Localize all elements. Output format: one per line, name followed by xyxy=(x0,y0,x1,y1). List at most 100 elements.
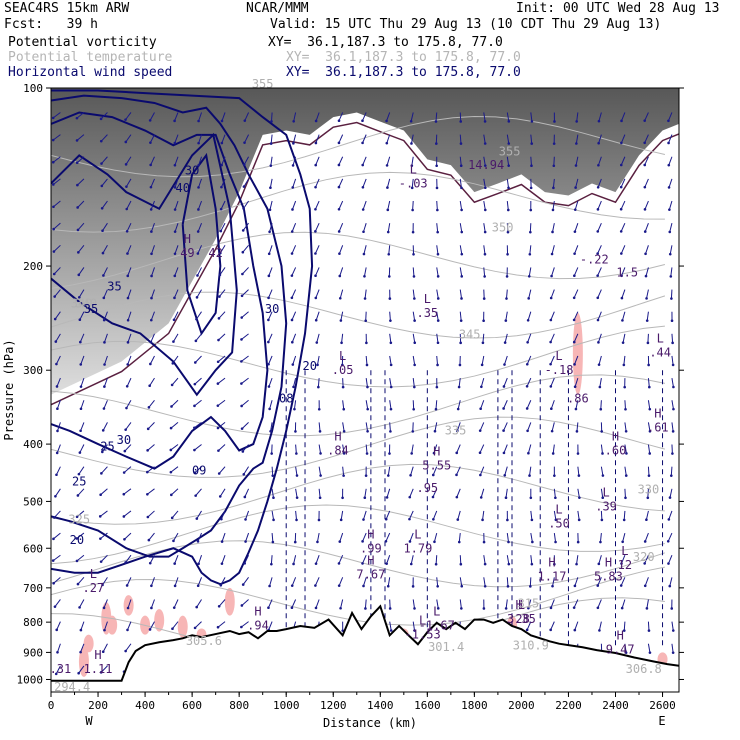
wind-vector xyxy=(244,134,250,143)
wind-vector-head xyxy=(507,540,510,544)
wind-vector xyxy=(550,355,555,365)
wind-vector xyxy=(483,112,486,122)
model-name: SEAC4RS 15km ARW xyxy=(4,1,130,16)
wind-vector-head xyxy=(669,275,673,278)
pv-extremum-value: .31 xyxy=(50,662,72,676)
wind-vector-head xyxy=(314,606,318,610)
wind-vector-head xyxy=(100,162,103,165)
wind-vector xyxy=(217,422,226,429)
wind-vector xyxy=(479,444,485,453)
wind-vector-head xyxy=(413,297,416,300)
pv-extremum-value: .60 xyxy=(605,443,627,457)
wind-vector xyxy=(365,378,368,388)
wind-vector xyxy=(242,444,249,452)
wind-vector xyxy=(53,178,61,185)
wind-vector xyxy=(506,156,510,166)
x-axis-title: Distance (km) xyxy=(323,716,417,730)
wind-vector-head xyxy=(507,562,511,566)
wind-vector-head xyxy=(123,449,127,453)
wind-vector xyxy=(671,422,674,432)
pv-extremum-value: .50 xyxy=(548,517,570,531)
wind-vector-head xyxy=(503,341,507,344)
wind-speed-contour xyxy=(51,89,314,586)
wind-vector xyxy=(363,510,367,520)
wind-vector xyxy=(245,510,250,520)
valid-time: Valid: 15 UTC Thu 29 Aug 13 (10 CDT Thu … xyxy=(270,17,662,32)
wind-vector xyxy=(314,577,320,586)
wind-vector-head xyxy=(643,185,647,189)
wind-vector xyxy=(669,577,673,587)
wind-vector xyxy=(127,289,132,299)
wind-vector-head xyxy=(363,274,366,278)
wind-vector-head xyxy=(670,607,674,610)
wind-vector xyxy=(338,555,344,564)
wind-vector-head xyxy=(79,429,82,433)
wind-vector xyxy=(197,577,202,586)
wind-vector xyxy=(623,621,626,631)
wind-vector-head xyxy=(170,405,173,408)
wind-vector xyxy=(552,223,555,233)
wind-vector xyxy=(170,422,179,429)
wind-vector xyxy=(197,532,202,542)
wind-vector xyxy=(151,245,155,254)
wind-vector xyxy=(77,488,85,496)
wind-vector-head xyxy=(173,562,176,565)
wind-vector-head xyxy=(125,406,128,410)
wind-vector-head xyxy=(172,539,175,543)
wind-vector xyxy=(459,599,462,609)
wind-vector xyxy=(410,134,414,144)
wind-vector xyxy=(432,510,438,520)
wind-vector-head xyxy=(620,119,623,123)
wind-vector-head xyxy=(529,585,532,588)
wind-vector-head xyxy=(99,117,103,121)
wind-vector xyxy=(293,400,297,410)
wind-vector-head xyxy=(410,142,413,145)
wind-vector-head xyxy=(193,426,196,430)
wind-vector-head xyxy=(55,628,59,632)
wind-vector xyxy=(171,399,179,407)
wind-vector xyxy=(104,621,108,631)
wind-vector-head xyxy=(620,606,624,610)
wind-vector xyxy=(459,156,462,166)
wind-vector xyxy=(314,200,320,210)
wind-vector-head xyxy=(507,120,511,123)
wind-vector xyxy=(483,223,486,233)
wind-vector-head xyxy=(575,562,578,566)
theta-contour-label: 301.4 xyxy=(428,640,464,654)
pv-positive-patch xyxy=(177,615,188,638)
wind-vector-head xyxy=(432,451,436,455)
wind-vector xyxy=(315,134,320,144)
wind-vector-head xyxy=(149,208,153,211)
wind-vector xyxy=(575,156,579,166)
wind-vector-head xyxy=(598,629,601,632)
wind-vector-head xyxy=(314,584,317,587)
wind-vector xyxy=(598,621,602,631)
wind-vector xyxy=(385,510,391,520)
wind-vector-head xyxy=(124,561,127,564)
wind-vector xyxy=(79,311,85,320)
pv-extremum-value: .05 xyxy=(332,363,354,377)
wind-vector-head xyxy=(361,540,364,543)
wind-vector xyxy=(100,112,108,120)
wind-vector-head xyxy=(79,385,83,388)
wind-vector xyxy=(621,599,626,609)
theta-contour xyxy=(51,463,665,525)
wind-vector-head xyxy=(292,385,295,389)
wind-vector xyxy=(624,488,626,498)
wind-vector xyxy=(389,355,392,365)
wind-vector-head xyxy=(503,363,506,366)
wind-vector xyxy=(387,223,391,233)
wind-vector xyxy=(362,555,367,564)
wind-vector-head xyxy=(596,584,600,587)
wind-vector-head xyxy=(552,164,556,168)
wind-vector xyxy=(432,488,438,498)
wind-vector-head xyxy=(55,385,59,388)
wind-vector-head xyxy=(621,319,624,322)
wind-vector xyxy=(174,267,179,277)
wind-vector xyxy=(123,466,132,473)
wind-vector xyxy=(671,643,674,653)
wind-vector-head xyxy=(122,515,126,518)
wind-speed-label: 25 xyxy=(72,475,86,489)
wind-vector-head xyxy=(240,625,243,629)
wind-vector-head xyxy=(550,252,554,256)
